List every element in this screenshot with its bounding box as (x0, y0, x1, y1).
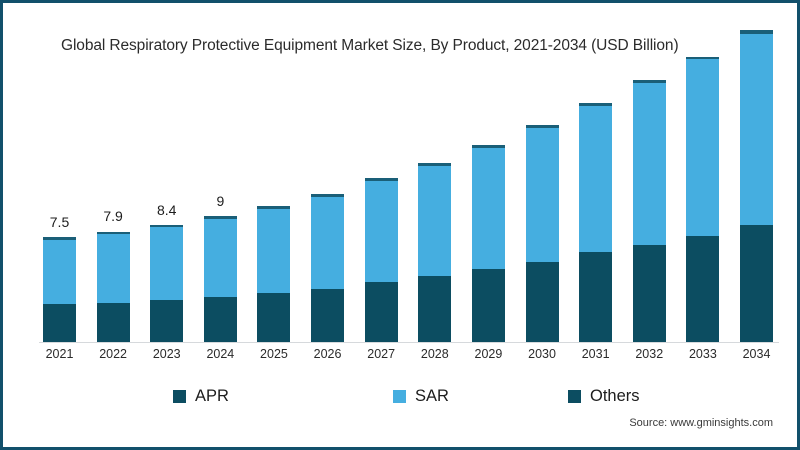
x-axis-tick-2025: 2025 (260, 347, 288, 361)
bar-segment-sar[interactable] (471, 147, 505, 270)
legend-swatch-apr (173, 390, 186, 403)
bar-segment-others[interactable] (740, 30, 773, 35)
bar-segment-apr[interactable] (525, 262, 559, 342)
bar-segment-others[interactable] (150, 224, 184, 228)
bar-stack (740, 30, 773, 342)
bar-stack (311, 193, 345, 342)
x-axis-tick-2033: 2033 (688, 347, 717, 361)
x-axis-tick-2022: 2022 (99, 347, 128, 361)
bar-segment-others[interactable] (311, 193, 345, 197)
bar-stack (150, 224, 184, 342)
x-axis-tick-2032: 2032 (635, 347, 664, 361)
bar-segment-apr[interactable] (632, 245, 666, 342)
bar-segment-sar[interactable] (579, 105, 613, 253)
bar-stack (96, 231, 130, 342)
bar-segment-apr[interactable] (150, 300, 184, 342)
x-axis-tick-2028: 2028 (420, 347, 449, 361)
bar-segment-apr[interactable] (257, 293, 291, 342)
bar-segment-others[interactable] (579, 102, 613, 106)
bar-segment-others[interactable] (257, 206, 291, 210)
bar-stack (579, 102, 613, 342)
x-axis-tick-2026: 2026 (313, 347, 342, 361)
bar-segment-sar[interactable] (686, 59, 720, 236)
x-axis-tick-2034: 2034 (742, 347, 771, 361)
legend-label-sar: SAR (415, 387, 449, 405)
x-axis-tick-2031: 2031 (581, 347, 610, 361)
bar-segment-apr[interactable] (579, 252, 613, 342)
bar-segment-apr[interactable] (418, 276, 452, 342)
legend-item-apr[interactable]: APR (173, 387, 229, 406)
legend-item-others[interactable]: Others (568, 387, 640, 406)
x-axis-line (39, 342, 779, 343)
x-axis-tick-2023: 2023 (152, 347, 181, 361)
x-axis-tick-2030: 2030 (528, 347, 556, 361)
bar-segment-sar[interactable] (311, 196, 345, 289)
bar-value-label: 7.9 (103, 208, 123, 225)
bar-stack (632, 80, 666, 342)
bar-segment-apr[interactable] (740, 224, 773, 342)
plot-area: 7.5 7.9 8.4 9 (43, 30, 773, 342)
bar-segment-apr[interactable] (364, 281, 398, 342)
bar-segment-others[interactable] (632, 80, 666, 84)
chart-legend: APR SAR Others (3, 387, 797, 413)
bar-stack (257, 206, 291, 342)
bar-segment-apr[interactable] (686, 235, 720, 342)
bar-segment-sar[interactable] (257, 209, 291, 294)
source-note: Source: www.gminsights.com (629, 417, 773, 429)
bar-segment-sar[interactable] (740, 34, 773, 225)
bar-segment-others[interactable] (418, 162, 452, 166)
bar-stack (525, 125, 559, 342)
bar-segment-apr[interactable] (43, 304, 76, 342)
bar-segment-apr[interactable] (311, 288, 345, 342)
bar-segment-apr[interactable] (96, 302, 130, 342)
legend-label-others: Others (590, 387, 640, 405)
bar-stack (364, 178, 398, 342)
legend-swatch-sar (393, 390, 406, 403)
bar-value-label: 7.5 (49, 214, 70, 231)
bar-stack (203, 216, 237, 342)
bar-value-label: 9 (216, 193, 225, 210)
bar-stack (418, 162, 452, 342)
bar-segment-others[interactable] (471, 144, 505, 148)
bar-segment-others[interactable] (364, 178, 398, 182)
bar-segment-sar[interactable] (364, 181, 398, 282)
bar-segment-apr[interactable] (471, 269, 505, 342)
x-axis-tick-2024: 2024 (206, 347, 235, 361)
bar-segment-sar[interactable] (150, 227, 184, 301)
bar-segment-sar[interactable] (632, 83, 666, 246)
bar-segment-apr[interactable] (203, 297, 237, 342)
chart-title: Global Respiratory Protective Equipment … (61, 37, 679, 54)
bar-segment-others[interactable] (43, 237, 76, 240)
bar-segment-others[interactable] (525, 125, 559, 128)
bar-stack (686, 56, 720, 342)
bar-stack (43, 237, 76, 342)
legend-label-apr: APR (195, 387, 229, 405)
bar-segment-others[interactable] (96, 231, 130, 235)
bar-stack (471, 144, 505, 342)
x-axis-tick-2027: 2027 (367, 347, 396, 361)
bar-segment-sar[interactable] (43, 239, 76, 305)
x-axis-tick-2029: 2029 (474, 347, 503, 361)
x-axis-tick-2021: 2021 (45, 347, 74, 361)
bar-segment-sar[interactable] (418, 165, 452, 277)
bar-value-label: 8.4 (156, 201, 177, 218)
bar-segment-others[interactable] (203, 216, 237, 219)
bar-segment-sar[interactable] (525, 127, 559, 263)
bar-segment-sar[interactable] (96, 234, 130, 303)
bar-segment-others[interactable] (686, 56, 720, 60)
bar-segment-sar[interactable] (203, 218, 237, 298)
x-axis-tick-labels: 2021 2022 2023 2024 2025 2026 2027 2028 2029 2030… (43, 347, 773, 369)
legend-item-sar[interactable]: SAR (393, 387, 449, 406)
legend-swatch-others (568, 390, 581, 403)
